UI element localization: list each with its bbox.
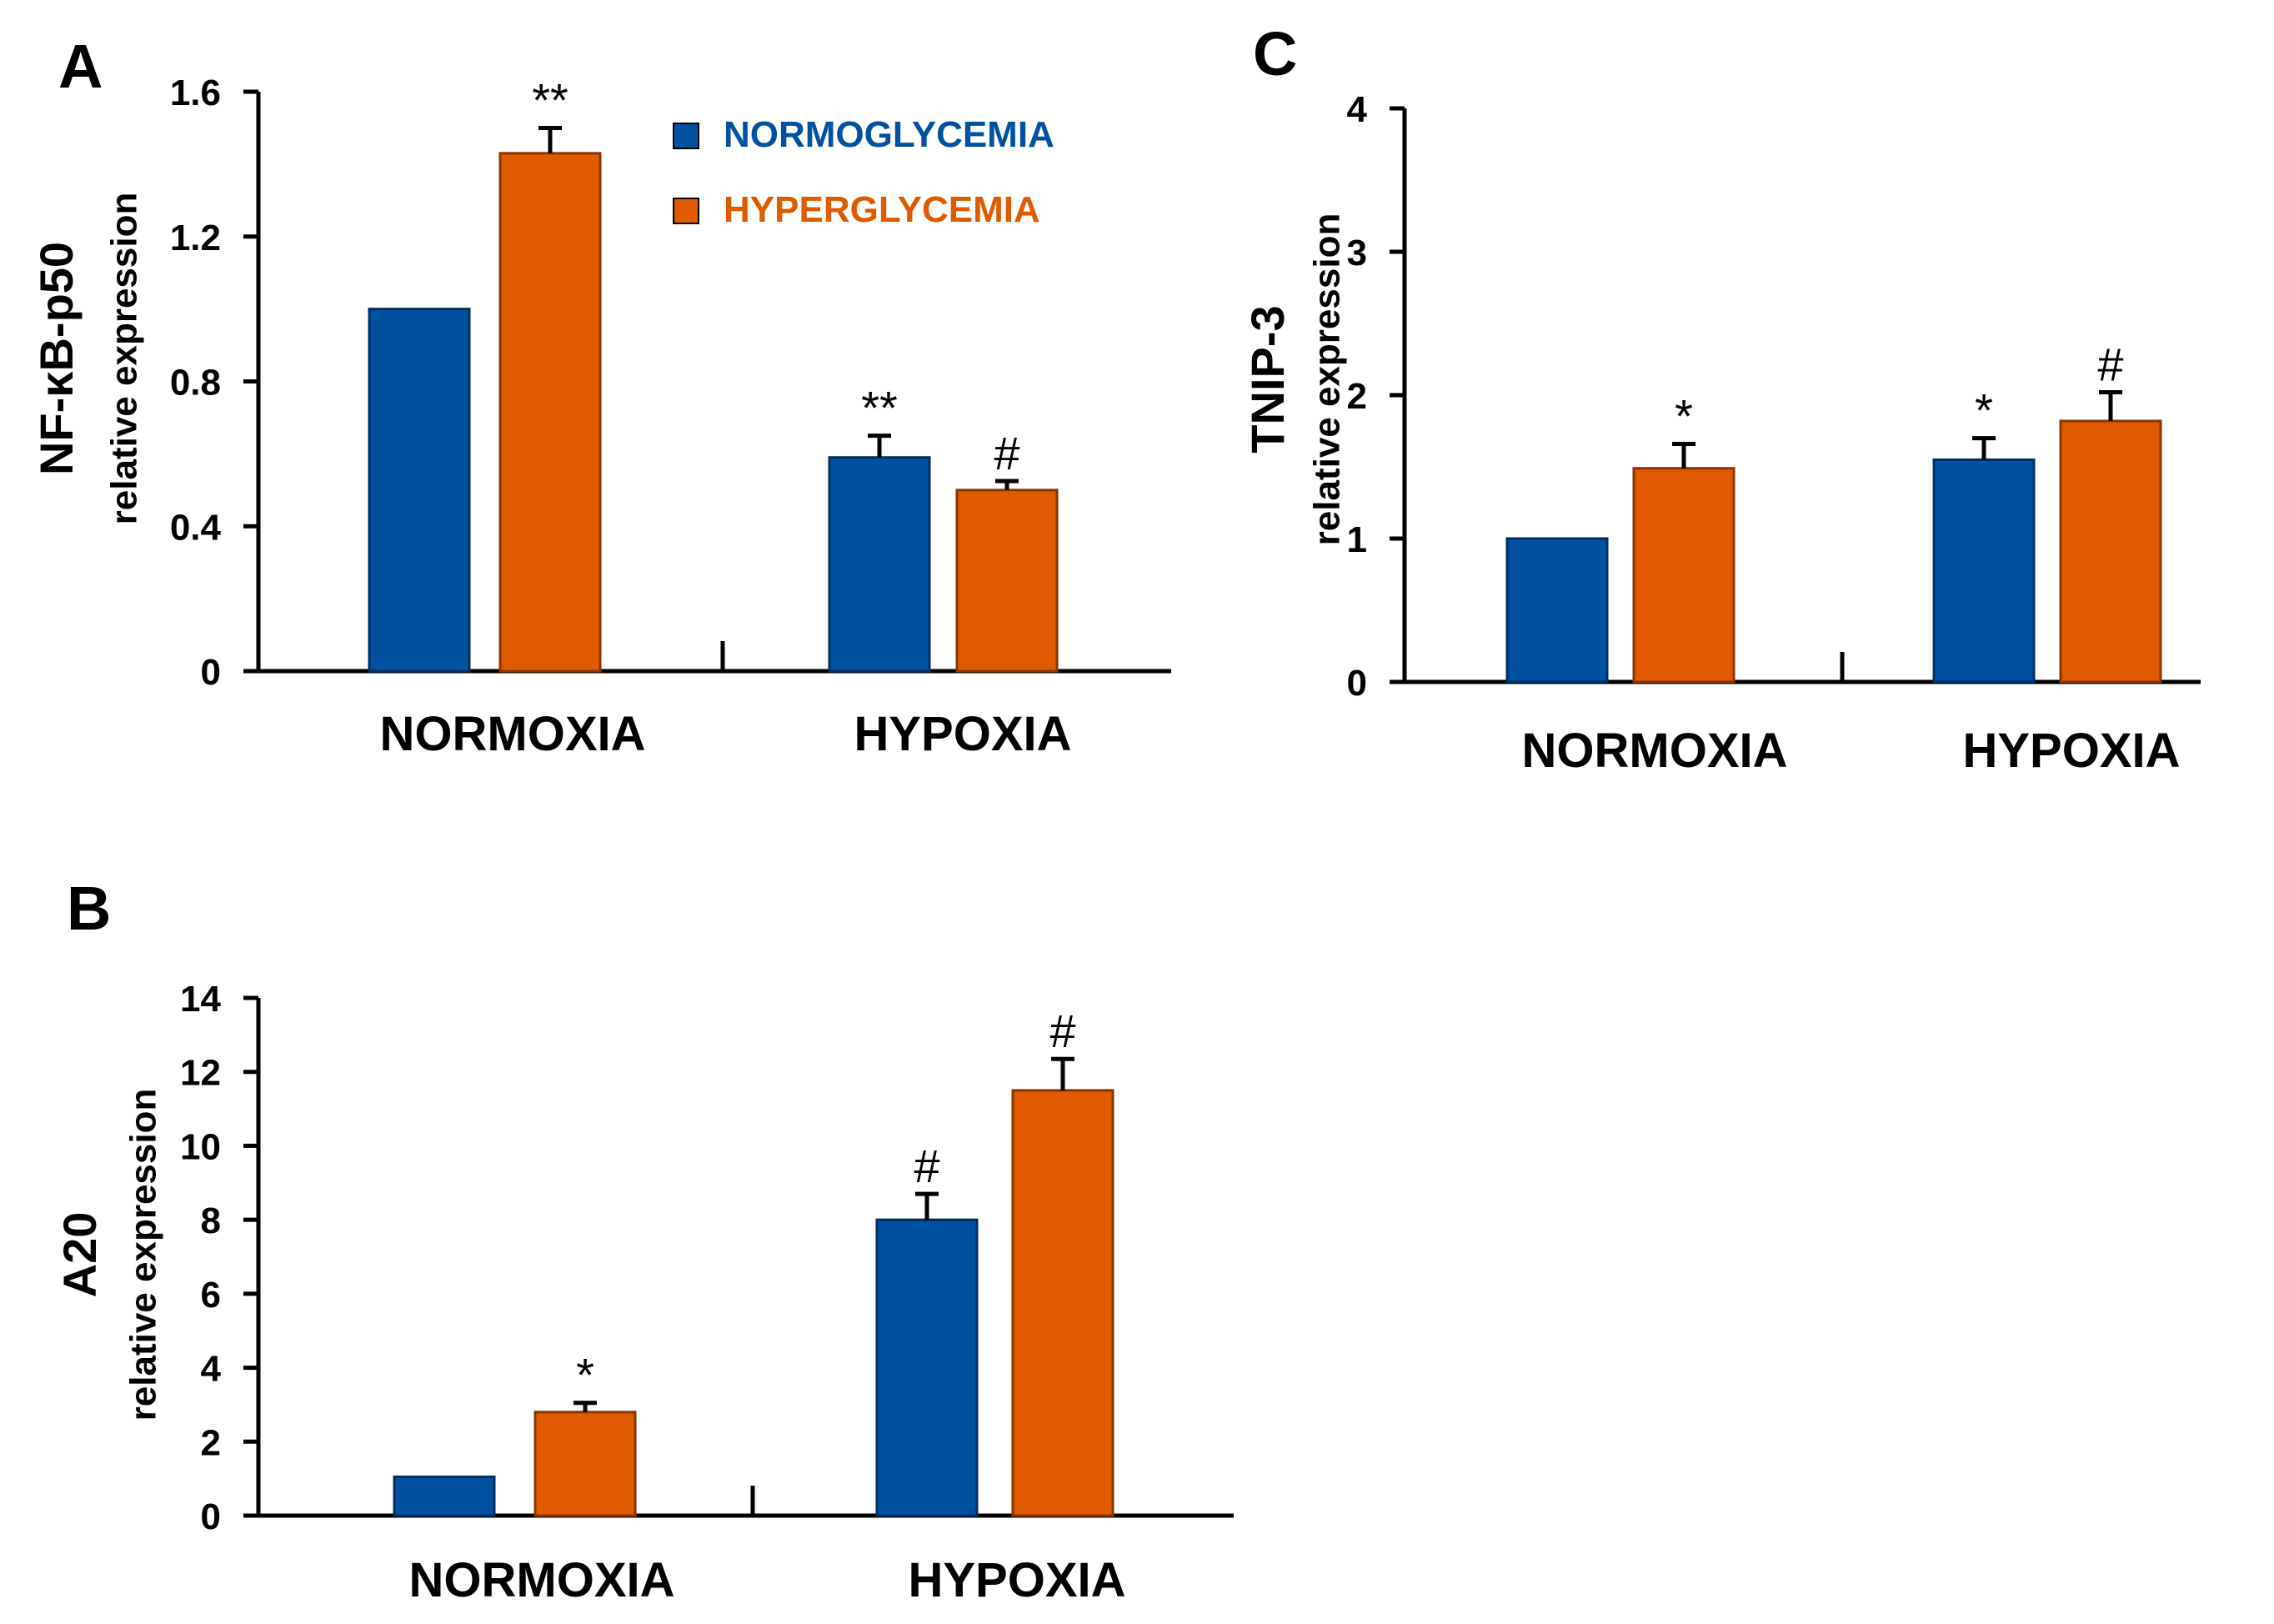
chart-panel-b: B 0 2 4 6 8 10 12 14 A20 relative expression NORMOX… [53,874,1234,1607]
y-tick-label: 3 [1347,233,1367,273]
y-tick-label: 0.4 [170,507,222,548]
y-tick-label: 2 [201,1422,221,1463]
y-axis-title: A20 [53,1212,106,1298]
significance-marker: ** [861,382,898,434]
y-tick-label: 10 [180,1126,221,1167]
panel-letter: A [58,32,103,101]
y-tick-label: 1.2 [170,218,221,258]
y-tick-label: 0 [201,652,221,693]
legend: NORMOGLYCEMIA HYPERGLYCEMIA [673,114,1054,230]
chart-panel-a: A 0 0.4 0.8 1.2 1.6 NF-κB-p50 relative expressi… [30,32,1171,761]
legend-swatch [673,123,699,149]
y-axis-title: NF-κB-p50 [30,242,83,475]
y-axis-title: TNIP-3 [1241,305,1294,453]
bar [1932,458,2036,684]
significance-marker: * [1975,384,1993,437]
significance-marker: * [1675,389,1693,442]
x-category-label: HYPOXIA [908,1553,1125,1607]
bar [1505,537,1609,684]
bar [368,308,471,673]
y-axis-subtitle: relative expression [123,1089,164,1421]
x-category-label: NORMOXIA [409,1553,675,1607]
y-tick-label: 4 [1347,89,1368,130]
legend-label: HYPERGLYCEMIA [724,189,1040,230]
bar [2059,419,2162,684]
panel-letter: C [1253,19,1297,88]
y-axis-subtitle: relative expression [1307,213,1348,546]
y-tick-label: 4 [201,1349,222,1390]
bar [1011,1089,1114,1517]
bar [533,1411,637,1517]
legend-swatch [673,198,699,224]
significance-marker: ** [532,73,568,126]
bar [393,1475,496,1517]
significance-marker: # [914,1140,939,1192]
significance-marker: * [576,1349,594,1401]
x-category-label: HYPOXIA [854,707,1071,761]
y-tick-label: 14 [180,979,221,1020]
y-tick-label: 1.6 [170,73,221,113]
y-tick-label: 0.8 [170,363,221,403]
bar [955,489,1059,673]
y-tick-label: 6 [201,1275,221,1316]
panel-letter: B [67,874,111,943]
significance-marker: # [994,427,1019,479]
y-tick-label: 0 [201,1496,221,1537]
x-category-label: NORMOXIA [380,707,646,761]
bar [875,1218,979,1517]
y-axis-subtitle: relative expression [104,193,145,525]
y-tick-label: 8 [201,1200,221,1241]
legend-label: NORMOGLYCEMIA [724,114,1054,155]
bar [1632,467,1736,684]
y-tick-label: 0 [1347,663,1367,704]
bar [498,152,602,673]
significance-marker: # [1049,1005,1075,1057]
bar [828,456,931,673]
x-category-label: HYPOXIA [1962,724,2180,778]
y-tick-label: 12 [180,1053,221,1094]
y-tick-label: 1 [1347,519,1367,560]
y-tick-label: 2 [1347,376,1367,417]
x-category-label: NORMOXIA [1522,724,1788,778]
chart-panel-c: C 0 1 2 3 4 TNIP-3 relative expression NORMOXIA H… [1241,19,2201,778]
significance-marker: # [2097,338,2123,391]
